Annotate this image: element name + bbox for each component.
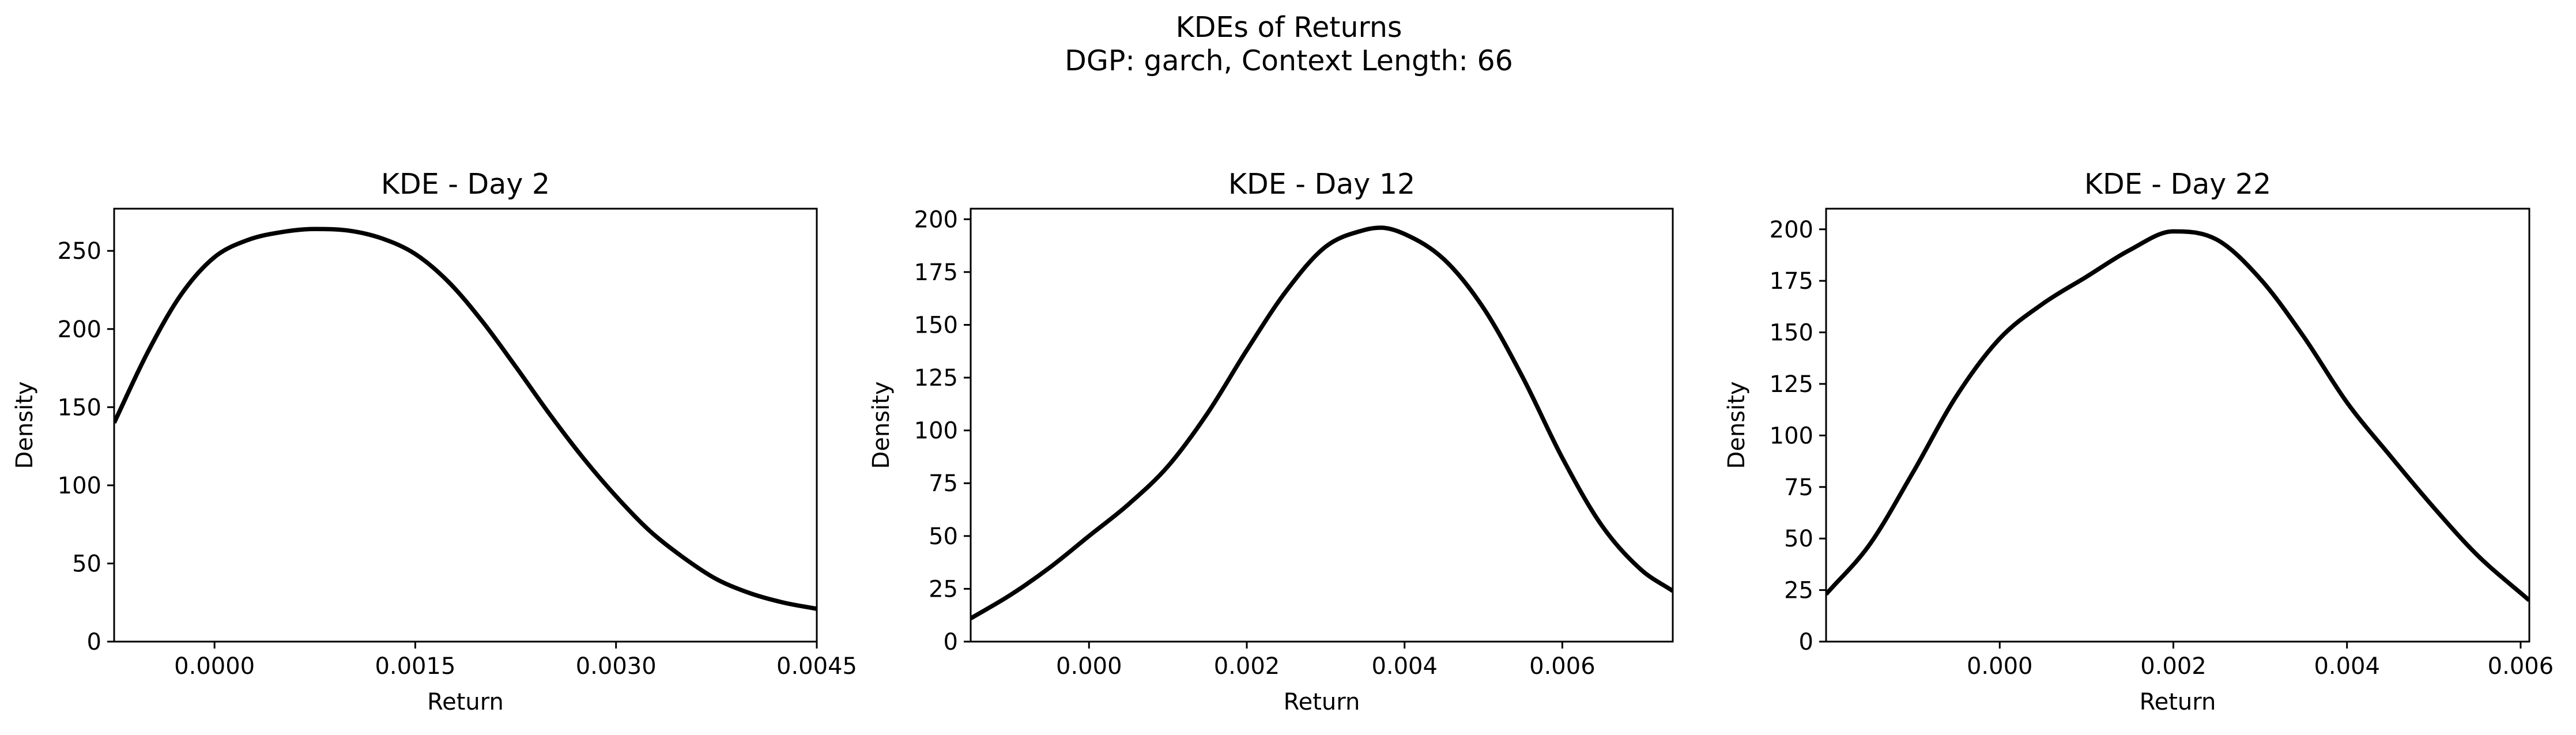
y-tick-label: 50 (72, 551, 101, 577)
y-tick-label: 100 (1770, 423, 1813, 449)
y-tick-label: 25 (929, 576, 958, 602)
x-tick-label: 0.004 (1371, 653, 1438, 680)
y-tick-label: 50 (929, 523, 958, 550)
y-tick-label: 175 (914, 259, 958, 286)
kde-curve (971, 225, 1673, 620)
y-tick-label: 100 (58, 473, 101, 499)
y-tick-label: 50 (1784, 526, 1813, 552)
kde-panel-day-12: KDE - Day 12 0.000 0.002 0.004 0.006 0 25 50 75 1… (868, 168, 1674, 715)
y-axis-label: Density (1723, 381, 1750, 469)
x-tick-label: 0.002 (1214, 653, 1280, 680)
x-axis-label: Return (427, 689, 504, 715)
panel-title: KDE - Day 22 (2084, 168, 2271, 201)
panel-title: KDE - Day 2 (381, 168, 550, 201)
kde-panel-day-2: KDE - Day 2 0.0000 0.0015 0.0030 0.0045 0 50 10… (12, 168, 857, 715)
y-tick-label: 25 (1784, 578, 1813, 604)
x-tick-label: 0.0045 (776, 653, 857, 680)
x-axis-label: Return (1284, 689, 1360, 715)
y-tick-label: 175 (1770, 268, 1813, 295)
y-tick-label: 125 (914, 365, 958, 391)
x-tick-label: 0.0030 (576, 653, 657, 680)
x-tick-label: 0.0015 (375, 653, 455, 680)
kde-curve (114, 227, 817, 611)
figure-title-line2: DGP: garch, Context Length: 66 (1065, 44, 1513, 77)
y-tick-label: 200 (58, 316, 101, 343)
x-tick-label: 0.006 (2488, 653, 2554, 680)
figure-title-line1: KDEs of Returns (1176, 11, 1402, 44)
x-tick-label: 0.006 (1529, 653, 1596, 680)
x-tick-label: 0.004 (2314, 653, 2380, 680)
axes-frame (1825, 208, 2530, 643)
y-tick-label: 100 (914, 418, 958, 444)
y-axis-label: Density (12, 381, 38, 469)
kde-curve (1826, 229, 2529, 602)
y-tick-label: 250 (58, 238, 101, 265)
x-axis-label: Return (2140, 689, 2216, 715)
y-tick-label: 150 (1770, 320, 1813, 346)
axes-frame (970, 208, 1674, 643)
y-tick-label: 0 (1799, 629, 1813, 655)
panel-title: KDE - Day 12 (1228, 168, 1415, 201)
y-axis-label: Density (868, 381, 895, 469)
x-tick-label: 0.000 (1056, 653, 1122, 680)
y-tick-label: 200 (1770, 217, 1813, 243)
x-tick-label: 0.0000 (174, 653, 255, 680)
y-tick-label: 75 (1784, 474, 1813, 501)
axes-frame (113, 208, 818, 643)
y-tick-label: 125 (1770, 371, 1813, 398)
y-tick-label: 200 (914, 206, 958, 233)
y-tick-label: 0 (944, 629, 958, 655)
y-tick-label: 0 (87, 629, 101, 655)
y-tick-label: 150 (914, 312, 958, 338)
x-tick-label: 0.002 (2140, 653, 2207, 680)
y-tick-label: 150 (58, 394, 101, 421)
x-tick-label: 0.000 (1967, 653, 2033, 680)
kde-panel-day-22: KDE - Day 22 0.000 0.002 0.004 0.006 0 25 50 75 1… (1723, 168, 2554, 715)
y-tick-label: 75 (929, 470, 958, 497)
